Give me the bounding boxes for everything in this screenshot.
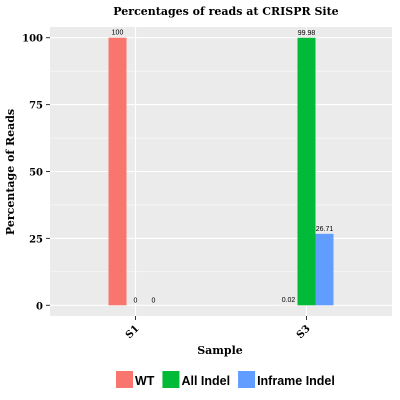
x-tick-label: S3 (295, 323, 313, 341)
data-label: 99.98 (298, 30, 316, 37)
legend-item: Inframe Indel (238, 371, 335, 388)
legend: WT All Indel Inframe Indel (116, 371, 335, 388)
x-axis-title: Sample (197, 344, 243, 357)
data-label: 0 (134, 297, 138, 304)
legend-label: WT (135, 374, 155, 388)
data-label: 0.02 (282, 297, 296, 304)
bar-wt-s1 (108, 37, 127, 306)
legend-item: WT (116, 371, 155, 388)
legend-swatch (162, 371, 180, 388)
y-tick-label: 50 (29, 168, 43, 179)
chart-title: Percentages of reads at CRISPR Site (113, 5, 338, 18)
legend-item: All Indel (162, 371, 230, 388)
legend-label: Inframe Indel (257, 374, 335, 388)
y-tick-label: 0 (36, 301, 43, 312)
data-labels: 100 0 0 0.02 99.98 26.71 (112, 30, 334, 305)
minor-gridlines (50, 70, 392, 273)
bar-all-indel-s3 (297, 37, 316, 306)
y-tick-label: 75 (29, 101, 43, 112)
legend-swatch (116, 371, 133, 388)
y-axis-title: Percentage of Reads (4, 109, 17, 235)
x-axis: S1 S3 (124, 316, 313, 341)
legend-label: All Indel (181, 374, 230, 388)
data-label: 100 (112, 30, 124, 37)
y-axis: 0 25 50 75 100 (22, 34, 50, 312)
y-tick-label: 25 (29, 234, 43, 245)
x-tick-label: S1 (124, 323, 142, 341)
bar-inframe-indel-s3 (315, 233, 334, 306)
legend-swatch (238, 371, 256, 388)
bars (108, 37, 334, 306)
y-tick-label: 100 (22, 34, 43, 45)
data-label: 26.71 (316, 226, 334, 233)
data-label: 0 (152, 297, 156, 304)
